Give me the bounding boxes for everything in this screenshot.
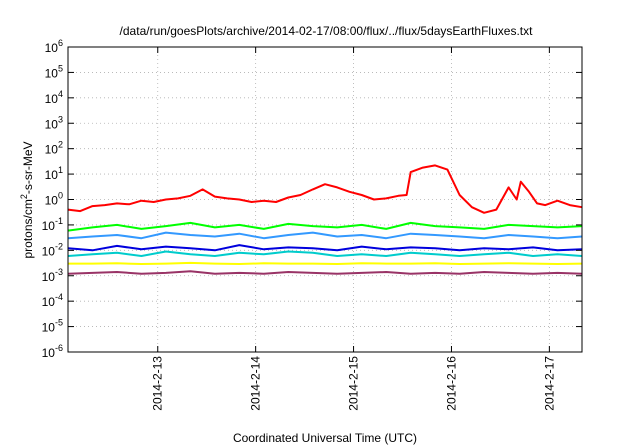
y-tick-label-exp: 2 xyxy=(58,140,63,150)
y-tick-label-base: 10 xyxy=(45,168,59,182)
y-tick-label: 103 xyxy=(45,114,63,131)
y-axis-label-rest: -s-sr-MeV xyxy=(21,141,35,194)
x-tick-label: 2014-2-16 xyxy=(444,356,458,411)
x-tick-label: 2014-2-15 xyxy=(347,356,361,411)
y-tick-label-base: 10 xyxy=(45,117,59,131)
chart-title: /data/run/goesPlots/archive/2014-02-17/0… xyxy=(120,24,534,38)
y-tick-label: 10-5 xyxy=(42,318,63,335)
y-axis-label-sup: 2 xyxy=(19,194,29,199)
y-tick-label-exp: -5 xyxy=(55,318,63,328)
x-tick-label: 2014-2-14 xyxy=(249,356,263,411)
y-tick-label: 102 xyxy=(45,140,63,157)
y-tick-label-exp: -2 xyxy=(55,241,63,251)
y-tick-label: 100 xyxy=(45,191,63,208)
x-tick-label: 2014-2-17 xyxy=(542,356,556,411)
y-tick-label: 105 xyxy=(45,63,63,80)
series-line-1 xyxy=(67,164,583,214)
y-tick-label: 101 xyxy=(45,165,63,182)
y-tick-label-exp: 3 xyxy=(58,114,63,124)
y-tick-label-base: 10 xyxy=(45,66,59,80)
y-tick-label: 104 xyxy=(45,89,63,106)
x-tick-label: 2014-2-13 xyxy=(151,356,165,411)
y-tick-label: 10-2 xyxy=(42,241,63,258)
y-tick-label: 10-4 xyxy=(42,292,63,309)
y-tick-label-exp: -4 xyxy=(55,292,63,302)
ticks: 10-610-510-410-310-210-11001011021031041… xyxy=(42,38,582,411)
series-line-2 xyxy=(67,221,583,232)
y-tick-label-exp: 5 xyxy=(58,63,63,73)
y-tick-label-exp: -6 xyxy=(55,343,63,353)
y-tick-label-base: 10 xyxy=(42,270,56,284)
series-line-3 xyxy=(67,231,583,240)
y-tick-label-base: 10 xyxy=(42,346,56,360)
y-tick-label: 106 xyxy=(45,38,63,55)
y-tick-label-exp: 0 xyxy=(58,191,63,201)
x-axis-label: Coordinated Universal Time (UTC) xyxy=(233,431,417,445)
series-line-4 xyxy=(67,250,583,257)
series-line-7 xyxy=(67,270,583,275)
y-tick-label-exp: 6 xyxy=(58,38,63,48)
series-lines xyxy=(67,164,583,275)
y-tick-label-base: 10 xyxy=(42,244,56,258)
y-tick-label-exp: 1 xyxy=(58,165,63,175)
y-tick-label: 10-6 xyxy=(42,343,63,360)
y-tick-label-base: 10 xyxy=(45,143,59,157)
series-line-5 xyxy=(67,244,583,252)
y-tick-label-base: 10 xyxy=(42,295,56,309)
y-tick-label-base: 10 xyxy=(42,219,56,233)
y-tick-label: 10-1 xyxy=(42,216,63,233)
y-tick-label-base: 10 xyxy=(45,194,59,208)
y-tick-label-base: 10 xyxy=(45,92,59,106)
y-tick-label-exp: -1 xyxy=(55,216,63,226)
y-tick-label-exp: 4 xyxy=(58,89,63,99)
y-axis-label: protons/cm2-s-sr-MeV xyxy=(19,141,35,258)
y-tick-label-base: 10 xyxy=(45,41,59,55)
y-axis-label-base: protons/cm xyxy=(21,199,35,258)
y-tick-label: 10-3 xyxy=(42,267,63,284)
y-tick-label-exp: -3 xyxy=(55,267,63,277)
series-line-6 xyxy=(68,261,583,265)
y-tick-label-base: 10 xyxy=(42,321,56,335)
